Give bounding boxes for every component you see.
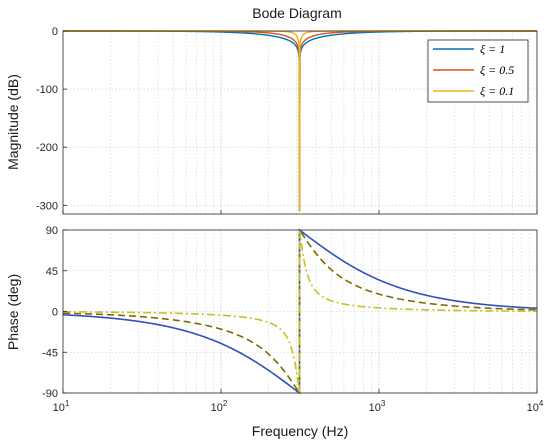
y-tick-label: 0 <box>52 307 58 319</box>
magnitude-y-ticks: 0 -100 -200 -300 <box>36 26 67 212</box>
legend-label-zeta-0-5: ξ = 0.5 <box>480 63 514 77</box>
phase-plot: 90 45 0 -45 -90 Phase (deg) <box>5 225 538 400</box>
phase-ylabel: Phase (deg) <box>5 274 21 350</box>
x-axis-label: Frequency (Hz) <box>252 423 348 439</box>
magnitude-grid <box>63 30 537 214</box>
y-tick-label: 45 <box>46 266 58 278</box>
phase-y-ticks: 90 45 0 -45 -90 <box>42 225 67 400</box>
legend-label-zeta-1: ξ = 1 <box>480 42 505 56</box>
magnitude-frame <box>62 30 538 215</box>
y-tick-label: -90 <box>42 388 58 400</box>
y-tick-label: -100 <box>36 84 58 96</box>
y-tick-label: -45 <box>42 347 58 359</box>
magnitude-plot: 0 -100 -200 -300 Magnitude (dB) ξ = 1 ξ = 0… <box>5 26 538 215</box>
phase-curve-zeta-0-5 <box>62 227 538 396</box>
y-tick-label: 90 <box>46 225 58 237</box>
legend-label-zeta-0-1: ξ = 0.1 <box>480 84 514 98</box>
phase-frame <box>62 229 538 394</box>
chart-title: Bode Diagram <box>252 5 342 21</box>
y-tick-label: 0 <box>52 26 58 38</box>
legend: ξ = 1 ξ = 0.5 ξ = 0.1 <box>427 39 529 103</box>
magnitude-ylabel: Magnitude (dB) <box>5 74 21 170</box>
y-tick-label: -300 <box>36 200 58 212</box>
y-tick-label: -200 <box>36 142 58 154</box>
